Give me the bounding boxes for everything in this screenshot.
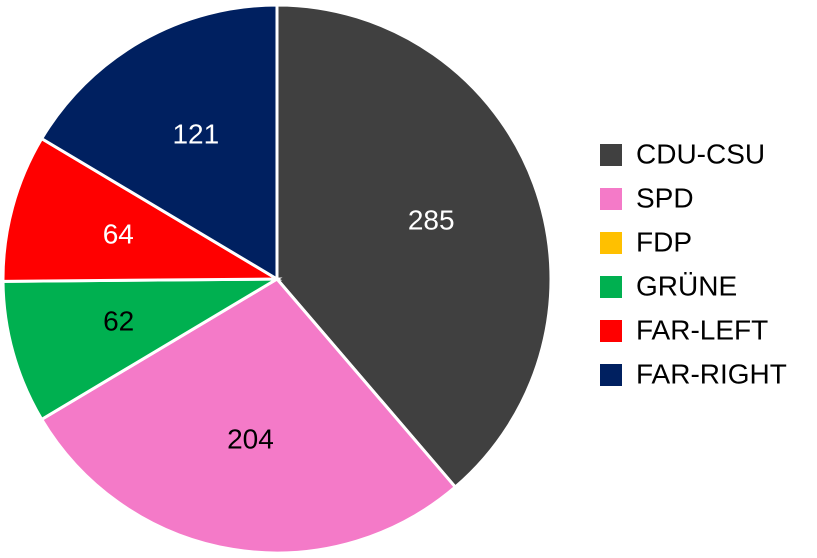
legend-swatch bbox=[600, 320, 622, 342]
data-label: 204 bbox=[227, 424, 274, 455]
legend-swatch bbox=[600, 364, 622, 386]
pie-slice bbox=[39, 3, 279, 282]
data-label: 62 bbox=[103, 306, 134, 337]
pie-slice bbox=[275, 3, 553, 490]
legend-label: SPD bbox=[636, 182, 694, 213]
legend-swatch bbox=[600, 188, 622, 210]
pie-slice bbox=[39, 277, 458, 555]
legend-swatch bbox=[600, 232, 622, 254]
data-label: 285 bbox=[408, 204, 455, 235]
legend-swatch bbox=[600, 144, 622, 166]
legend-label: FAR-RIGHT bbox=[636, 358, 787, 389]
legend-label: CDU-CSU bbox=[636, 138, 765, 169]
data-label: 121 bbox=[172, 118, 219, 149]
pie-slice bbox=[1, 277, 283, 422]
legend-label: FDP bbox=[636, 226, 692, 257]
legend-label: GRÜNE bbox=[636, 270, 737, 301]
pie-slice bbox=[1, 136, 283, 283]
legend-label: FAR-LEFT bbox=[636, 314, 768, 345]
data-label: 64 bbox=[103, 218, 134, 249]
legend-swatch bbox=[600, 276, 622, 298]
